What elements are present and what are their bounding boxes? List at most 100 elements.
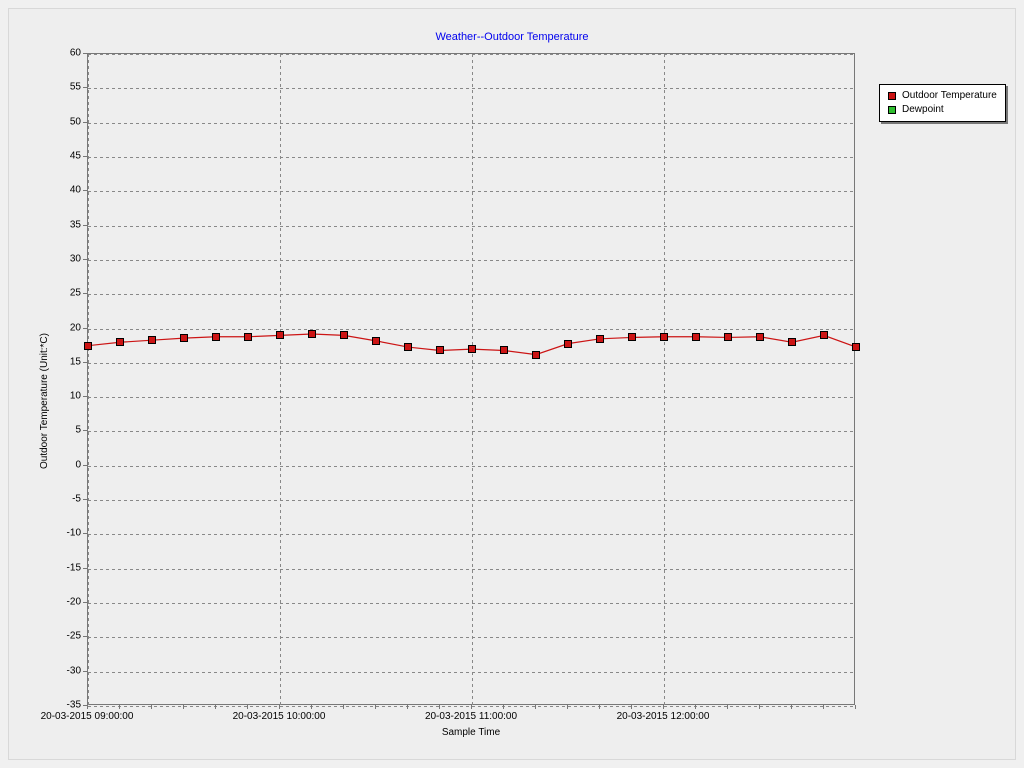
x-tick-label: 20-03-2015 10:00:00 <box>233 711 326 722</box>
y-tick-label: -25 <box>57 631 81 642</box>
data-marker <box>820 331 828 339</box>
y-tick-label: -10 <box>57 528 81 539</box>
x-tick <box>279 705 280 709</box>
y-tick-label: 40 <box>57 185 81 196</box>
y-tick-label: 35 <box>57 219 81 230</box>
x-tick <box>631 705 632 709</box>
x-tick <box>823 705 824 709</box>
data-marker <box>660 333 668 341</box>
y-tick <box>83 328 87 329</box>
y-tick-label: 10 <box>57 391 81 402</box>
y-tick-label: 0 <box>57 459 81 470</box>
x-tick <box>663 705 664 709</box>
y-tick-label: -20 <box>57 597 81 608</box>
y-tick-label: 30 <box>57 253 81 264</box>
y-tick <box>83 533 87 534</box>
y-tick-label: 45 <box>57 150 81 161</box>
data-marker <box>84 342 92 350</box>
legend-item: Dewpoint <box>888 103 997 117</box>
y-tick <box>83 671 87 672</box>
legend-box: Outdoor TemperatureDewpoint <box>879 84 1006 122</box>
x-tick <box>759 705 760 709</box>
x-axis-label: Sample Time <box>87 727 855 738</box>
data-marker <box>564 340 572 348</box>
legend-label: Dewpoint <box>902 103 944 117</box>
data-marker <box>724 333 732 341</box>
y-axis-label: Outdoor Temperature (Unit:*C) <box>39 333 50 469</box>
x-tick <box>87 705 88 709</box>
y-tick-label: -5 <box>57 494 81 505</box>
data-marker <box>628 333 636 341</box>
data-marker <box>340 331 348 339</box>
y-tick-label: -35 <box>57 700 81 711</box>
x-tick <box>311 705 312 709</box>
x-tick <box>343 705 344 709</box>
grid-v <box>88 54 89 706</box>
legend-item: Outdoor Temperature <box>888 89 997 103</box>
data-marker <box>468 345 476 353</box>
data-marker <box>436 346 444 354</box>
y-tick <box>83 568 87 569</box>
y-tick <box>83 602 87 603</box>
chart-title: Weather--Outdoor Temperature <box>9 31 1015 43</box>
y-tick-label: -30 <box>57 665 81 676</box>
legend-label: Outdoor Temperature <box>902 89 997 103</box>
x-tick <box>535 705 536 709</box>
data-marker <box>244 333 252 341</box>
x-tick <box>151 705 152 709</box>
x-tick <box>855 705 856 709</box>
data-marker <box>116 338 124 346</box>
plot-area <box>87 53 855 705</box>
grid-h <box>88 706 856 707</box>
y-tick <box>83 87 87 88</box>
legend-marker-icon <box>888 92 896 100</box>
x-tick <box>727 705 728 709</box>
y-tick <box>83 259 87 260</box>
data-marker <box>500 346 508 354</box>
x-tick <box>375 705 376 709</box>
y-tick <box>83 225 87 226</box>
data-marker <box>180 334 188 342</box>
data-marker <box>148 336 156 344</box>
data-marker <box>404 343 412 351</box>
x-tick <box>119 705 120 709</box>
legend-marker-icon <box>888 106 896 114</box>
y-tick <box>83 122 87 123</box>
x-tick-label: 20-03-2015 09:00:00 <box>41 711 134 722</box>
data-marker <box>596 335 604 343</box>
y-tick-label: 5 <box>57 425 81 436</box>
data-marker <box>308 330 316 338</box>
data-marker <box>212 333 220 341</box>
y-tick-label: 55 <box>57 82 81 93</box>
y-tick-label: 25 <box>57 288 81 299</box>
y-tick <box>83 396 87 397</box>
x-tick <box>471 705 472 709</box>
y-tick-label: 50 <box>57 116 81 127</box>
grid-v <box>280 54 281 706</box>
y-tick <box>83 362 87 363</box>
grid-v <box>472 54 473 706</box>
data-marker <box>532 351 540 359</box>
data-marker <box>852 343 860 351</box>
y-tick <box>83 499 87 500</box>
x-tick <box>183 705 184 709</box>
x-tick <box>567 705 568 709</box>
chart-panel: Weather--Outdoor Temperature Outdoor Tem… <box>8 8 1016 760</box>
y-tick-label: 15 <box>57 356 81 367</box>
y-tick <box>83 430 87 431</box>
y-tick <box>83 636 87 637</box>
x-tick-label: 20-03-2015 11:00:00 <box>425 711 517 722</box>
data-marker <box>756 333 764 341</box>
y-tick <box>83 190 87 191</box>
y-tick <box>83 53 87 54</box>
x-tick <box>599 705 600 709</box>
y-tick-label: -15 <box>57 562 81 573</box>
x-tick <box>695 705 696 709</box>
x-tick <box>247 705 248 709</box>
data-marker <box>372 337 380 345</box>
x-tick <box>407 705 408 709</box>
x-tick <box>791 705 792 709</box>
data-marker <box>692 333 700 341</box>
y-tick <box>83 156 87 157</box>
y-tick <box>83 465 87 466</box>
